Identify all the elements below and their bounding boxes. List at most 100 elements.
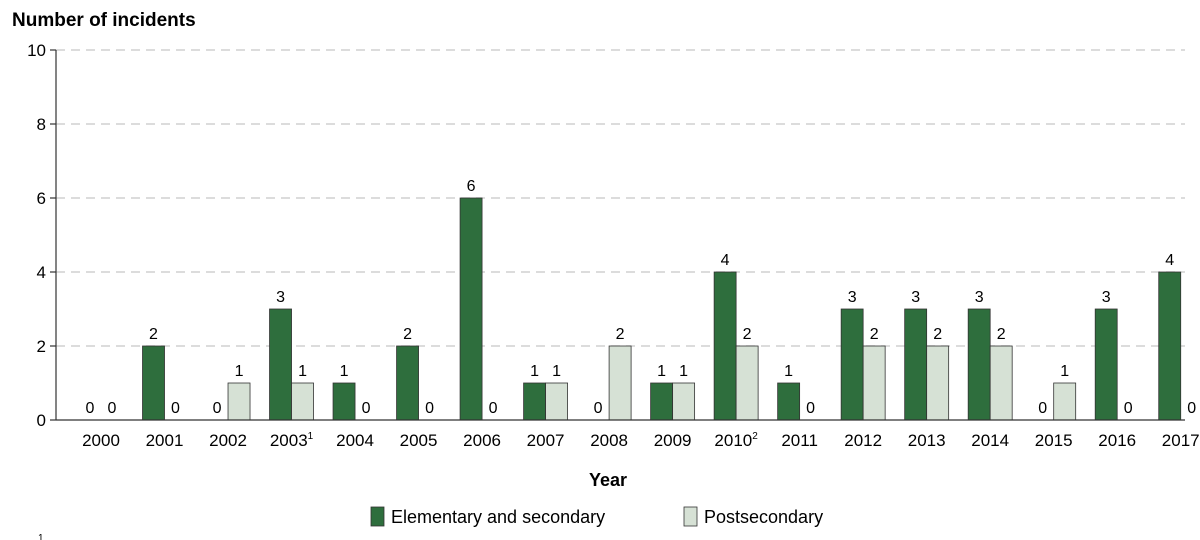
x-tick-label-2017: 2017 (1162, 431, 1200, 450)
x-tick-footnote: 1 (308, 431, 314, 442)
bar-elementary-2003 (269, 308, 292, 421)
value-label-elementary-2009: 1 (657, 363, 666, 380)
bar-elementary-2004 (332, 382, 356, 421)
y-tick-label: 10 (27, 41, 46, 60)
value-label-postsecondary-2001: 0 (171, 400, 180, 417)
bar-elementary-2017 (1158, 271, 1182, 421)
value-label-elementary-2013: 3 (911, 289, 920, 306)
value-label-elementary-2010: 4 (721, 252, 730, 269)
value-label-postsecondary-2007: 1 (552, 363, 561, 380)
value-label-postsecondary-2003: 1 (298, 363, 307, 380)
value-label-postsecondary-2015: 1 (1060, 363, 1069, 380)
legend-swatch-postsecondary (683, 506, 698, 527)
value-label-postsecondary-2013: 2 (933, 326, 942, 343)
value-label-postsecondary-2005: 0 (425, 400, 434, 417)
x-tick-label-2016: 2016 (1098, 431, 1136, 450)
x-tick-label-2015: 2015 (1035, 431, 1073, 450)
x-tick-label-2005: 2005 (400, 431, 438, 450)
x-tick-label-2007: 2007 (527, 431, 565, 450)
bar-elementary-2011 (777, 382, 801, 421)
x-tick-year: 2007 (527, 431, 565, 450)
value-label-postsecondary-2004: 0 (362, 400, 371, 417)
value-label-postsecondary-2014: 2 (997, 326, 1006, 343)
x-tick-year: 2014 (971, 431, 1009, 450)
value-label-postsecondary-2008: 2 (616, 326, 625, 343)
x-tick-year: 2009 (654, 431, 692, 450)
value-label-elementary-2017: 4 (1165, 252, 1174, 269)
x-tick-footnote: 2 (752, 431, 758, 442)
bar-elementary-2012 (840, 308, 864, 421)
bar-postsecondary-2015 (1053, 382, 1077, 421)
value-label-postsecondary-2009: 1 (679, 363, 688, 380)
x-tick-label-2002: 2002 (209, 431, 247, 450)
value-label-postsecondary-2012: 2 (870, 326, 879, 343)
value-label-postsecondary-2010: 2 (743, 326, 752, 343)
bar-elementary-2001 (142, 345, 165, 421)
legend-swatch-elementary (370, 506, 385, 527)
bar-elementary-2005 (396, 345, 419, 421)
value-label-elementary-2012: 3 (848, 289, 857, 306)
x-tick-year: 2005 (400, 431, 438, 450)
x-tick-label-2001: 2001 (146, 431, 184, 450)
value-label-postsecondary-2002: 1 (235, 363, 244, 380)
value-label-elementary-2004: 1 (340, 363, 349, 380)
bar-postsecondary-2009 (672, 382, 696, 421)
x-tick-year: 2003 (270, 431, 308, 450)
bar-elementary-2014 (967, 308, 991, 421)
y-tick-label: 8 (37, 115, 46, 134)
x-axis-title: Year (589, 470, 627, 490)
bar-elementary-2016 (1094, 308, 1118, 421)
bar-postsecondary-2003 (291, 382, 314, 421)
x-tick-year: 2015 (1035, 431, 1073, 450)
value-label-elementary-2016: 3 (1102, 289, 1111, 306)
x-tick-label-2010: 20102 (714, 431, 758, 450)
y-tick-label: 0 (37, 411, 46, 430)
x-axis-ticks: 2000 2001 2002 20031 2004 2005 2006 2007 2008 200… (82, 431, 1200, 450)
legend: Elementary and secondary Postsecondary (370, 506, 823, 527)
x-tick-year: 2001 (146, 431, 184, 450)
x-tick-year: 2013 (908, 431, 946, 450)
x-tick-label-2000: 2000 (82, 431, 120, 450)
x-tick-year: 2000 (82, 431, 120, 450)
y-tick-label: 4 (37, 263, 46, 282)
y-axis-ticks: 0 2 4 6 8 10 (27, 41, 56, 430)
value-label-elementary-2001: 2 (149, 326, 158, 343)
x-tick-year: 2011 (781, 431, 818, 450)
x-tick-year: 2017 (1162, 431, 1200, 450)
x-tick-label-2006: 2006 (463, 431, 501, 450)
bar-elementary-2006 (459, 197, 483, 421)
x-tick-label-2004: 2004 (336, 431, 374, 450)
bar-postsecondary-2012 (862, 345, 886, 421)
value-label-elementary-2002: 0 (213, 400, 222, 417)
x-tick-label-2013: 2013 (908, 431, 946, 450)
value-label-elementary-2006: 6 (467, 178, 476, 195)
value-label-elementary-2000: 0 (86, 400, 95, 417)
value-label-postsecondary-2017: 0 (1187, 400, 1196, 417)
gridlines (56, 49, 1185, 347)
value-label-elementary-2015: 0 (1038, 400, 1047, 417)
x-tick-year: 2002 (209, 431, 247, 450)
value-label-elementary-2003: 3 (276, 289, 285, 306)
bar-elementary-2009 (650, 382, 674, 421)
value-label-elementary-2007: 1 (530, 363, 539, 380)
value-label-elementary-2014: 3 (975, 289, 984, 306)
x-tick-year: 2010 (714, 431, 752, 450)
bar-elementary-2010 (713, 271, 737, 421)
x-tick-year: 2016 (1098, 431, 1136, 450)
legend-label-postsecondary: Postsecondary (704, 507, 823, 527)
value-label-postsecondary-2016: 0 (1124, 400, 1133, 417)
bottom-footnote-marker: 1 (38, 533, 44, 540)
legend-label-elementary: Elementary and secondary (391, 507, 605, 527)
x-tick-label-2014: 2014 (971, 431, 1009, 450)
x-tick-label-2003: 20031 (270, 431, 314, 450)
x-tick-year: 2004 (336, 431, 374, 450)
x-tick-year: 2006 (463, 431, 501, 450)
y-tick-label: 2 (37, 337, 46, 356)
value-label-elementary-2008: 0 (594, 400, 603, 417)
x-tick-year: 2008 (590, 431, 628, 450)
value-label-elementary-2011: 1 (784, 363, 793, 380)
x-tick-label-2011: 2011 (781, 431, 818, 450)
bar-postsecondary-2014 (989, 345, 1013, 421)
